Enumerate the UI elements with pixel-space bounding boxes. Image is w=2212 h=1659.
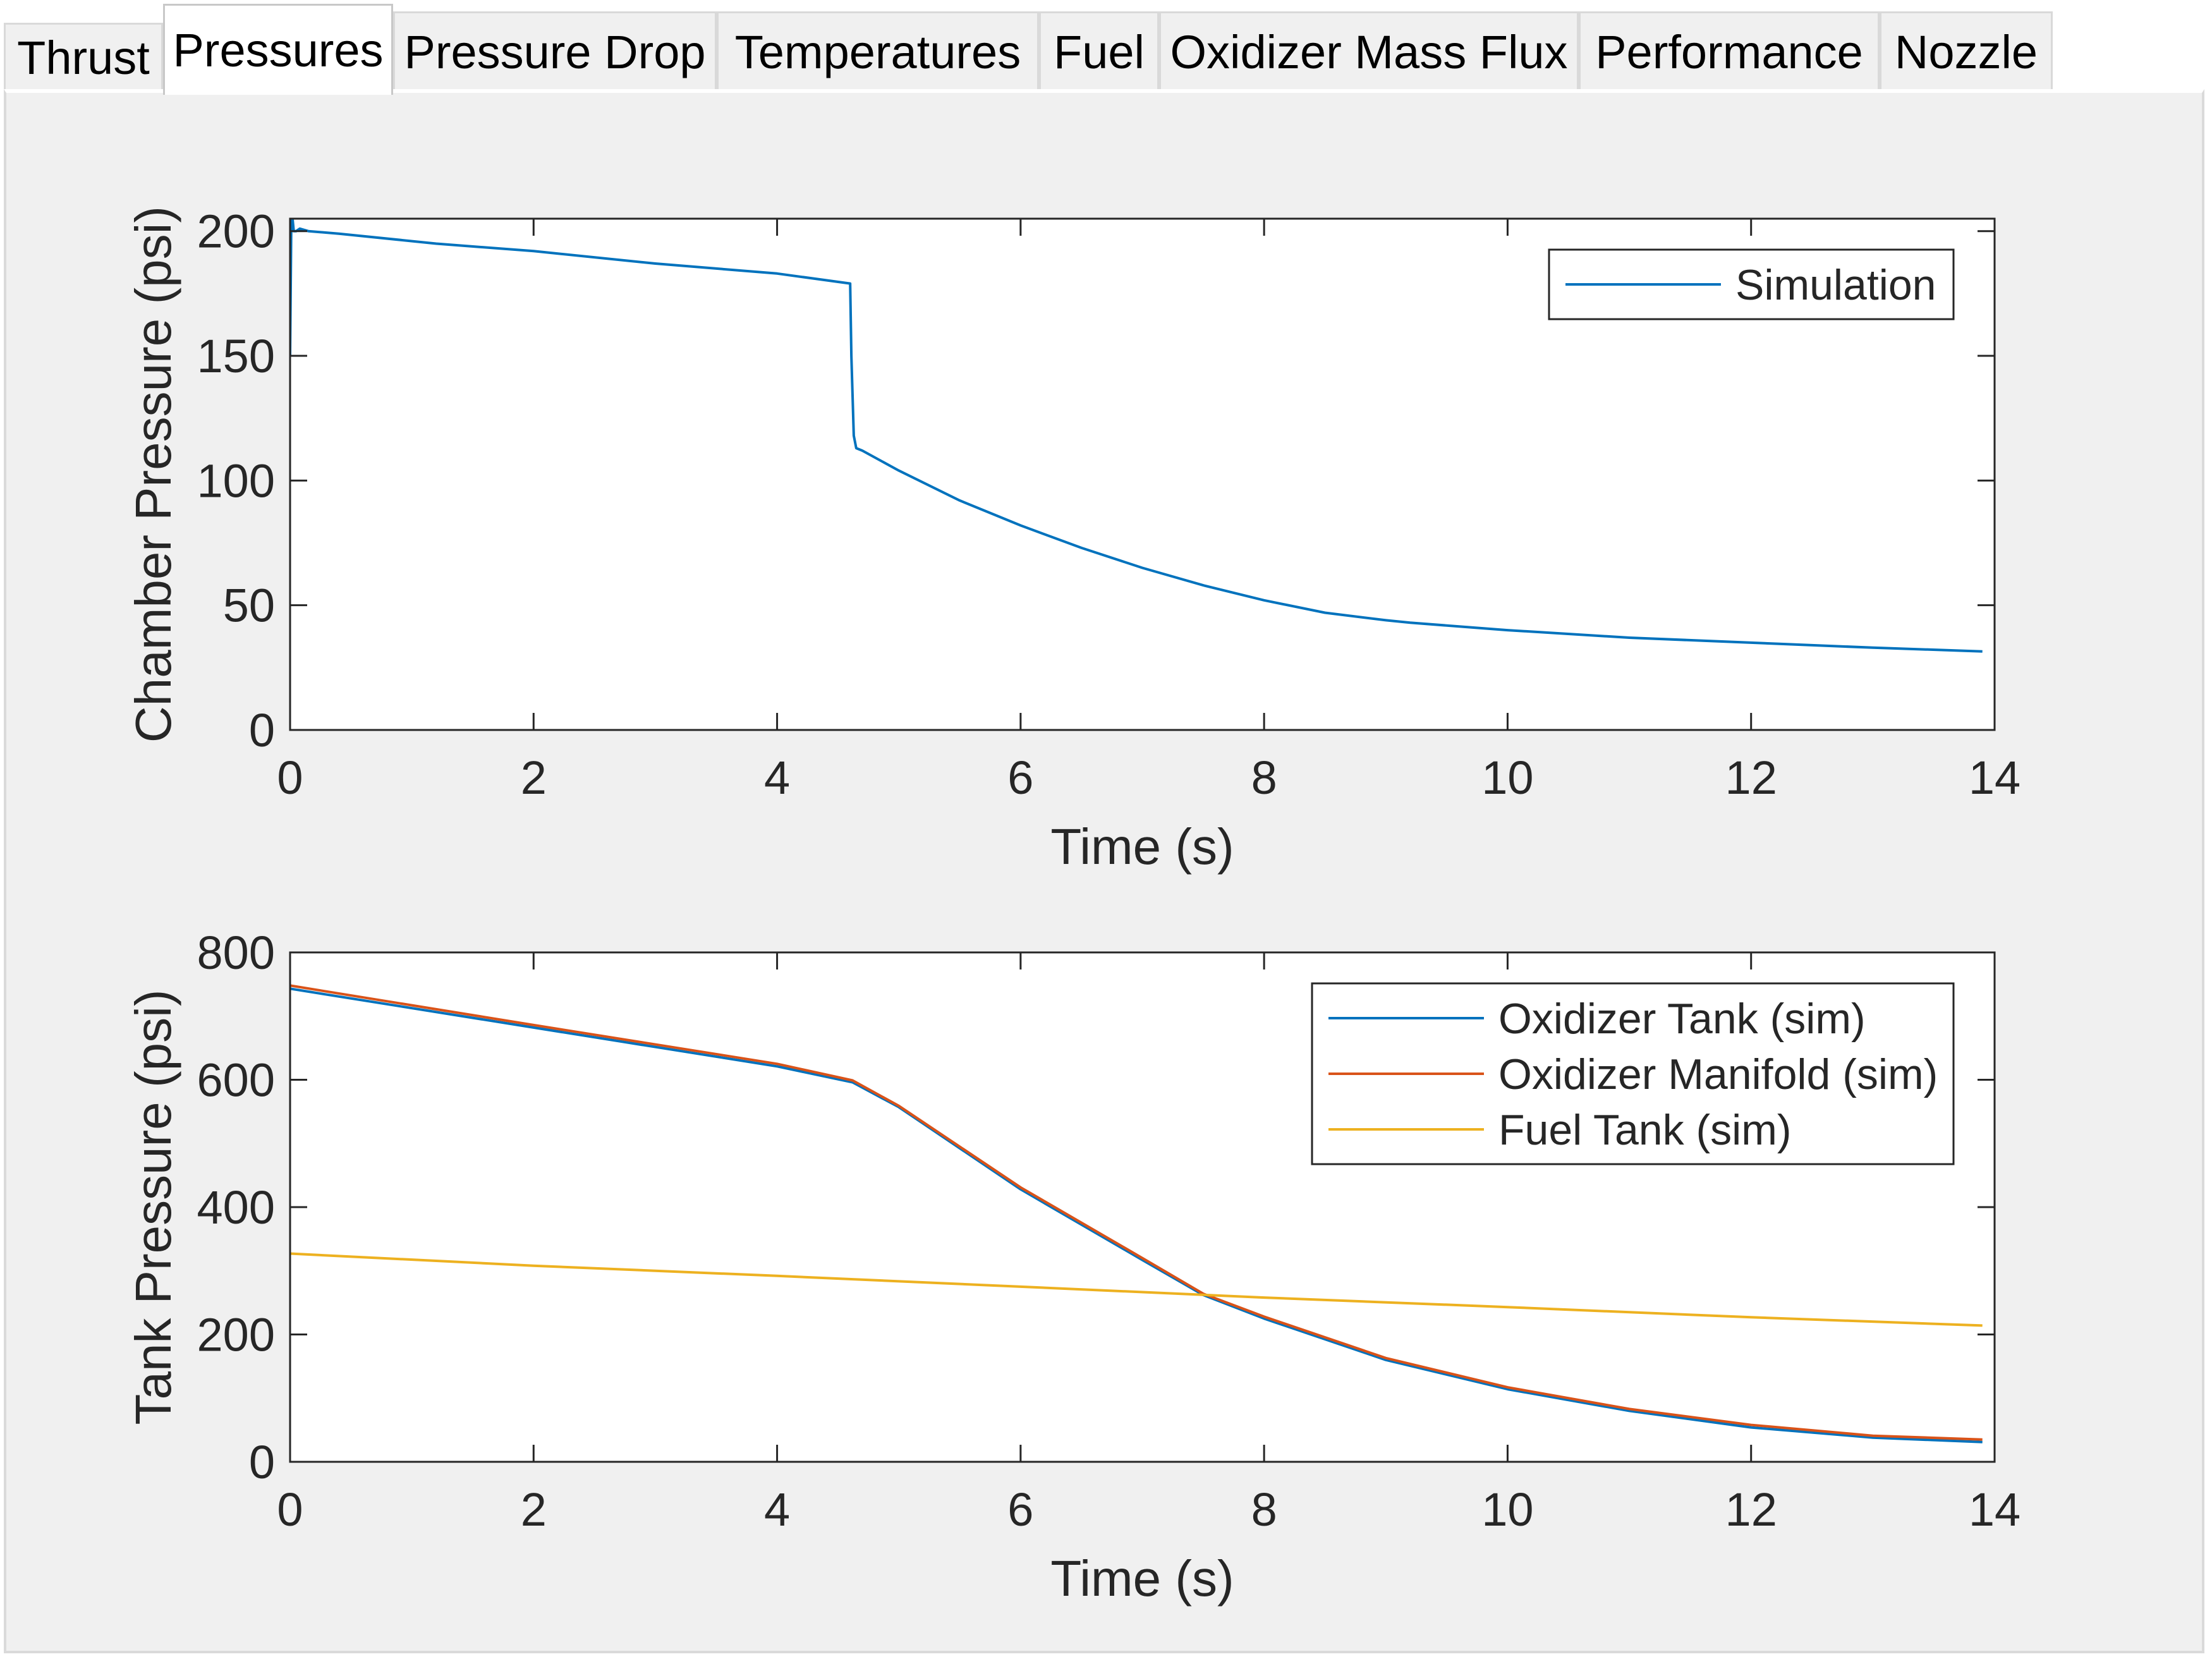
x-tick-label: 14 (1969, 1483, 2021, 1536)
y-tick-label: 600 (197, 1054, 275, 1107)
x-tick-label: 4 (764, 1483, 790, 1536)
tab-label: Fuel (1054, 26, 1145, 78)
tab-nozzle[interactable]: Nozzle (1880, 11, 2053, 91)
y-axis-label: Tank Pressure (psi) (125, 989, 181, 1425)
y-tick-label: 400 (197, 1181, 275, 1234)
tab-bar: Thrust Pressures Pressure Drop Temperatu… (0, 0, 2212, 95)
x-tick-label: 2 (521, 1483, 547, 1536)
x-axis-label: Time (s) (1050, 1550, 1234, 1607)
tab-label: Performance (1595, 26, 1863, 78)
x-tick-label: 6 (1007, 751, 1033, 804)
tab-pressures[interactable]: Pressures (163, 4, 393, 95)
y-tick-label: 800 (197, 927, 275, 979)
tab-thrust[interactable]: Thrust (4, 23, 163, 91)
x-tick-label: 2 (521, 751, 547, 804)
series-line-3 (290, 1252, 1983, 1327)
x-tick-label: 0 (277, 751, 303, 804)
x-tick-label: 10 (1481, 751, 1533, 804)
tab-oxidizer-mass-flux[interactable]: Oxidizer Mass Flux (1159, 11, 1579, 91)
tab-label: Pressures (173, 24, 384, 76)
x-tick-label: 14 (1969, 751, 2021, 804)
tab-label: Thrust (17, 32, 150, 84)
tab-fuel[interactable]: Fuel (1039, 11, 1159, 91)
legend-entry: Simulation (1735, 261, 1936, 309)
chart-2: 0 2 4 6 8 10 12 14 0 200 400 600 800 Time (s) Tank Pre… (125, 927, 2021, 1607)
legend-entry: Oxidizer Tank (sim) (1498, 995, 1866, 1043)
y-tick-label: 200 (197, 1309, 275, 1361)
series-line-1 (290, 219, 1983, 653)
tab-performance[interactable]: Performance (1579, 11, 1880, 91)
y-tick-label: 50 (223, 580, 275, 632)
x-axis-label: Time (s) (1050, 818, 1234, 875)
chart-1: 0 2 4 6 8 10 12 14 0 50 100 150 200 Time (s) Chamber P… (125, 205, 2021, 875)
series-group (290, 219, 1983, 653)
y-tick-label: 0 (249, 704, 275, 757)
x-tick-label: 4 (764, 751, 790, 804)
tab-pressure-drop[interactable]: Pressure Drop (393, 11, 717, 91)
tab-label: Temperatures (734, 26, 1021, 78)
tab-temperatures[interactable]: Temperatures (717, 11, 1039, 91)
y-tick-label: 200 (197, 205, 275, 258)
legend: Oxidizer Tank (sim) Oxidizer Manifold (si… (1311, 982, 1955, 1165)
tab-label: Nozzle (1894, 26, 2038, 78)
y-tick-label: 150 (197, 330, 275, 382)
x-tick-label: 10 (1481, 1483, 1533, 1536)
x-tick-label: 0 (277, 1483, 303, 1536)
legend-entry: Oxidizer Manifold (sim) (1498, 1050, 1938, 1098)
x-tick-label: 12 (1725, 751, 1777, 804)
x-tick-label: 8 (1251, 751, 1277, 804)
series-group (290, 984, 1983, 1443)
y-axis-label: Chamber Pressure (psi) (125, 206, 181, 743)
y-tick-label: 100 (197, 454, 275, 507)
y-tick-label: 0 (249, 1436, 275, 1488)
x-tick-label: 8 (1251, 1483, 1277, 1536)
legend-entry: Fuel Tank (sim) (1498, 1106, 1792, 1154)
tab-label: Pressure Drop (404, 26, 706, 78)
x-tick-label: 6 (1007, 1483, 1033, 1536)
tab-label: Oxidizer Mass Flux (1170, 26, 1568, 78)
axes-box (289, 217, 1996, 731)
legend: Simulation (1548, 248, 1955, 320)
x-tick-label: 12 (1725, 1483, 1777, 1536)
